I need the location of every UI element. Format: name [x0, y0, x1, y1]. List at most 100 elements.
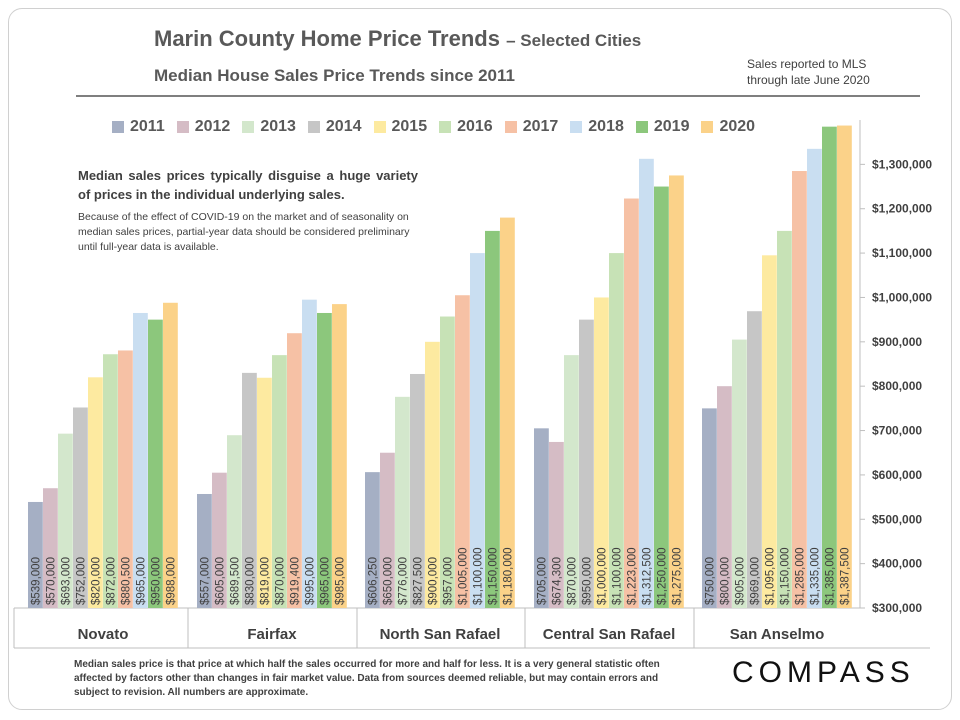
legend-label: 2016	[457, 118, 493, 135]
y-tick-label: $1,300,000	[872, 157, 932, 171]
bar-2020	[332, 304, 347, 608]
bar-2011	[365, 472, 380, 608]
legend-swatch	[242, 121, 255, 133]
bar-value-label: $820,000	[90, 557, 102, 605]
bar-value-label: $1,387,500	[839, 547, 851, 605]
bar-value-label: $905,000	[734, 557, 746, 605]
bar-value-label: $570,000	[45, 557, 57, 605]
bar-2012	[43, 488, 58, 608]
bar-2012	[549, 441, 564, 608]
bar-2020	[163, 302, 178, 608]
bar-2016	[440, 316, 455, 608]
bar-2014	[73, 407, 88, 608]
y-tick-label: $600,000	[872, 468, 922, 482]
bar-2014	[747, 311, 762, 608]
bar-value-label: $557,000	[199, 557, 211, 605]
chart-legend: 2011 2012 2013 2014 2015 2016 2017 2018 2019 2020	[112, 118, 755, 136]
bar-value-label: $900,000	[427, 557, 439, 605]
bar-2018	[639, 158, 654, 608]
bar-value-label: $539,000	[30, 557, 42, 605]
bar-2012	[212, 472, 227, 608]
legend-label: 2014	[325, 118, 362, 135]
y-tick-label: $1,200,000	[872, 202, 932, 216]
bar-2015	[594, 297, 609, 608]
bar-2014	[579, 319, 594, 608]
bar-value-label: $750,000	[704, 557, 716, 605]
bar-value-label: $950,000	[150, 557, 162, 605]
bar-2020	[500, 217, 515, 608]
legend-item-2011: 2011	[112, 118, 165, 136]
bar-value-label: $957,000	[442, 557, 454, 605]
bar-2013	[227, 435, 242, 608]
bar-value-label: $752,000	[75, 557, 87, 605]
bar-value-label: $1,275,000	[671, 547, 683, 605]
bar-2017	[455, 295, 470, 608]
bar-value-label: $776,000	[397, 557, 409, 605]
bar-value-label: $995,000	[304, 557, 316, 605]
bar-value-label: $965,000	[135, 557, 147, 605]
bar-value-label: $1,000,000	[596, 547, 608, 605]
bar-value-label: $830,000	[244, 557, 256, 605]
legend-swatch	[307, 121, 320, 133]
bar-2017	[792, 171, 807, 608]
legend-swatch	[439, 121, 452, 133]
compass-logo: COMPASS	[732, 656, 915, 689]
bar-value-label: $819,000	[259, 557, 271, 605]
bar-2017	[287, 333, 302, 608]
bar-value-label: $1,223,000	[626, 547, 638, 605]
bar-value-label: $800,000	[719, 557, 731, 605]
bar-value-label: $693,000	[60, 557, 72, 605]
legend-label: 2017	[522, 118, 559, 135]
legend-swatch	[701, 121, 714, 133]
annotation-sub: Because of the effect of COVID-19 on the…	[78, 211, 410, 253]
bar-2014	[410, 373, 425, 608]
bar-2018	[470, 253, 485, 608]
bar-value-label: $605,000	[214, 557, 226, 605]
title-divider	[76, 95, 920, 97]
bar-value-label: $870,000	[566, 557, 578, 605]
bar-value-label: $827,500	[412, 557, 424, 605]
bar-2016	[272, 355, 287, 608]
legend-item-2019: 2019	[635, 118, 690, 136]
bar-2013	[564, 355, 579, 608]
bar-value-label: $880,500	[120, 557, 132, 605]
legend-label: 2012	[194, 118, 231, 135]
bar-value-label: $674,300	[551, 557, 563, 605]
bar-2012	[380, 452, 395, 608]
title-suffix: – Selected Cities	[506, 31, 642, 50]
bar-value-label: $919,400	[289, 557, 301, 605]
y-tick-label: $700,000	[872, 424, 922, 438]
legend-swatch	[373, 121, 386, 133]
bar-value-label: $872,000	[105, 557, 117, 605]
bar-2018	[133, 312, 148, 608]
bar-2015	[762, 255, 777, 609]
footnote: Median sales price is that price at whic…	[74, 659, 660, 698]
legend-swatch	[112, 121, 124, 133]
y-tick-label: $800,000	[872, 379, 922, 393]
bar-2015	[257, 377, 272, 608]
legend-label: 2020	[719, 118, 756, 135]
bar-value-label: $1,095,000	[764, 547, 776, 605]
y-tick-label: $300,000	[872, 601, 922, 615]
bar-2019	[822, 126, 837, 609]
bar-2017	[624, 198, 639, 609]
bar-2011	[197, 493, 212, 608]
bar-2016	[777, 230, 792, 608]
bar-2017	[118, 350, 133, 608]
legend-label: 2015	[391, 118, 428, 135]
bar-value-label: $1,100,000	[611, 547, 623, 605]
bar-value-label: $965,000	[319, 557, 331, 605]
bar-2015	[425, 341, 440, 608]
bar-value-label: $689,500	[229, 557, 241, 605]
bar-2012	[717, 386, 732, 608]
legend-item-2016: 2016	[439, 118, 493, 136]
bar-value-label: $1,150,000	[487, 547, 499, 605]
legend-label: 2019	[653, 118, 690, 135]
note-line-2: through late June 2020	[747, 73, 870, 87]
legend-item-2012: 2012	[176, 118, 231, 136]
bar-value-label: $650,000	[382, 557, 394, 605]
legend-item-2020: 2020	[701, 118, 755, 136]
bar-value-label: $1,100,000	[472, 547, 484, 605]
chart-subtitle: Median House Sales Price Trends since 20…	[154, 66, 515, 85]
bar-2013	[58, 433, 73, 608]
